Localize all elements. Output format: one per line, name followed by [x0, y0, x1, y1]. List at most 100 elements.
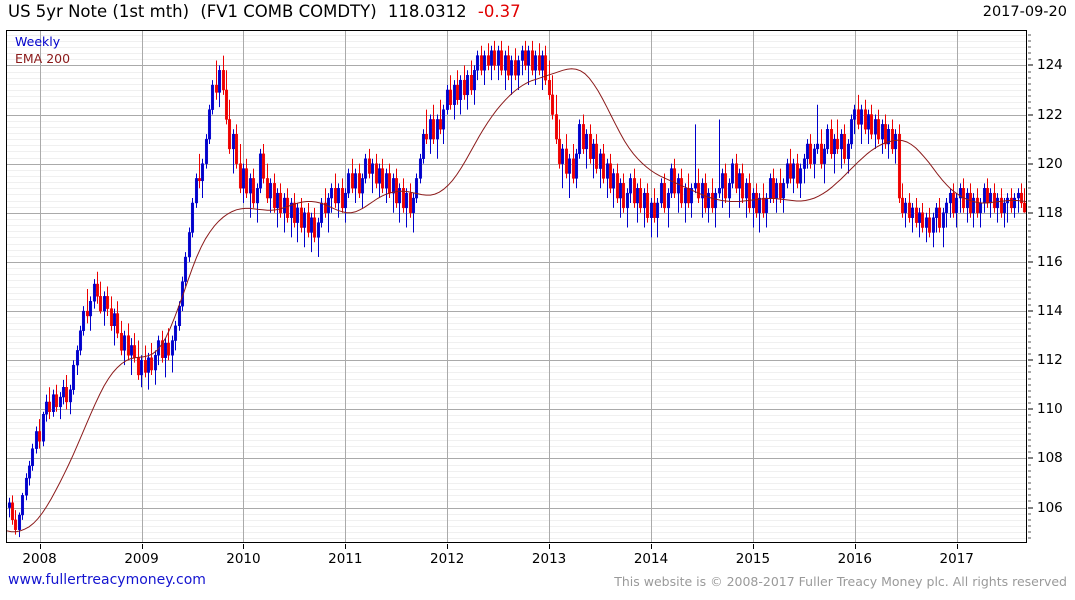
x-tick-label: 2012	[430, 551, 465, 567]
y-minor-tick	[1028, 304, 1031, 306]
y-tick-label: 110	[1037, 401, 1063, 418]
y-minor-tick	[1028, 77, 1031, 79]
y-minor-tick	[1028, 120, 1031, 122]
ema-200-line	[7, 68, 1026, 533]
last-price: 118.0312	[387, 2, 467, 21]
y-minor-tick	[1028, 390, 1031, 392]
y-tick-mark	[1028, 507, 1033, 509]
y-minor-tick	[1028, 519, 1031, 521]
instrument-name: US 5yr Note (1st mth)	[8, 2, 190, 21]
minor-gridlines	[7, 35, 1026, 539]
y-minor-tick	[1028, 157, 1031, 159]
y-tick-label: 124	[1037, 57, 1063, 74]
y-minor-tick	[1028, 371, 1031, 373]
x-tick-label: 2010	[226, 551, 261, 567]
y-minor-tick	[1028, 150, 1031, 152]
site-url[interactable]: www.fullertreacymoney.com	[8, 572, 206, 588]
y-minor-tick	[1028, 279, 1031, 281]
y-minor-tick	[1028, 525, 1031, 527]
x-tick-label: 2013	[531, 551, 567, 567]
y-minor-tick	[1028, 353, 1031, 355]
y-tick-mark	[1028, 359, 1033, 361]
y-minor-tick	[1028, 341, 1031, 343]
y-minor-tick	[1028, 292, 1031, 294]
y-minor-tick	[1028, 144, 1031, 146]
y-minor-tick	[1028, 71, 1031, 73]
y-tick-mark	[1028, 64, 1033, 66]
y-minor-tick	[1028, 181, 1031, 183]
y-minor-tick	[1028, 52, 1031, 54]
y-minor-tick	[1028, 187, 1031, 189]
y-minor-tick	[1028, 427, 1031, 429]
y-minor-tick	[1028, 267, 1031, 269]
x-tick-mark	[243, 544, 244, 549]
y-minor-tick	[1028, 169, 1031, 171]
x-tick-mark	[753, 544, 754, 549]
y-minor-tick	[1028, 193, 1031, 195]
y-minor-tick	[1028, 513, 1031, 515]
y-minor-tick	[1028, 365, 1031, 367]
y-minor-tick	[1028, 58, 1031, 60]
x-tick-mark	[957, 544, 958, 549]
y-minor-tick	[1028, 40, 1031, 42]
y-minor-tick	[1028, 200, 1031, 201]
y-tick-mark	[1028, 457, 1033, 459]
ohlc-bars	[7, 40, 1026, 538]
y-minor-tick	[1028, 298, 1031, 300]
y-minor-tick	[1028, 482, 1031, 484]
y-minor-tick	[1028, 138, 1031, 140]
y-minor-tick	[1028, 476, 1031, 478]
x-tick-mark	[855, 544, 856, 549]
x-tick-label: 2014	[633, 551, 669, 567]
y-tick-label: 108	[1037, 450, 1063, 467]
x-tick-label: 2015	[735, 551, 771, 567]
x-tick-label: 2008	[22, 551, 57, 567]
y-minor-tick	[1028, 439, 1031, 441]
major-gridlines	[7, 65, 1026, 509]
y-minor-tick	[1028, 316, 1031, 318]
y-minor-tick	[1028, 101, 1031, 103]
y-minor-tick	[1028, 384, 1031, 386]
y-minor-tick	[1028, 46, 1031, 48]
y-minor-tick	[1028, 255, 1031, 257]
y-minor-tick	[1028, 243, 1031, 244]
candlestick-svg	[7, 31, 1026, 542]
y-minor-tick	[1028, 322, 1031, 324]
y-minor-tick	[1028, 230, 1031, 232]
x-tick-mark	[40, 544, 41, 549]
y-tick-label: 112	[1037, 352, 1063, 369]
y-minor-tick	[1028, 500, 1031, 502]
x-tick-mark	[447, 544, 448, 549]
y-tick-label: 116	[1037, 253, 1063, 270]
chart-header: US 5yr Note (1st mth) (FV1 COMB COMDTY) …	[0, 0, 1075, 28]
chart-plot-area[interactable]: Weekly EMA 200	[6, 30, 1027, 543]
y-axis: 106 108 110 112 114 116 118 120 122 124	[1028, 30, 1075, 543]
y-tick-label: 114	[1037, 303, 1063, 320]
x-tick-label: 2009	[124, 551, 159, 567]
y-minor-tick	[1028, 89, 1031, 91]
y-minor-tick	[1028, 328, 1031, 330]
y-minor-tick	[1028, 206, 1031, 208]
y-minor-tick	[1028, 132, 1031, 134]
y-minor-tick	[1028, 224, 1031, 226]
y-minor-tick	[1028, 396, 1031, 398]
y-minor-tick	[1028, 95, 1031, 97]
y-minor-tick	[1028, 236, 1031, 238]
y-minor-tick	[1028, 83, 1031, 85]
y-tick-mark	[1028, 261, 1033, 263]
y-minor-tick	[1028, 273, 1031, 275]
y-minor-tick	[1028, 433, 1031, 435]
y-minor-tick	[1028, 347, 1031, 349]
x-tick-label: 2016	[837, 551, 872, 567]
page-title: US 5yr Note (1st mth) (FV1 COMB COMDTY) …	[8, 2, 521, 21]
x-tick-mark	[651, 544, 652, 549]
y-minor-tick	[1028, 421, 1031, 423]
y-minor-tick	[1028, 414, 1031, 416]
y-tick-mark	[1028, 114, 1033, 116]
y-minor-tick	[1028, 378, 1031, 380]
y-minor-tick	[1028, 445, 1031, 447]
y-minor-tick	[1028, 470, 1031, 472]
y-minor-tick	[1028, 402, 1031, 404]
y-minor-tick	[1028, 34, 1031, 36]
y-tick-mark	[1028, 212, 1033, 214]
